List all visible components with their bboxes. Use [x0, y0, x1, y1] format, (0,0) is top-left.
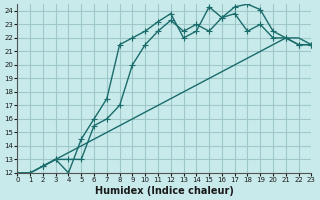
X-axis label: Humidex (Indice chaleur): Humidex (Indice chaleur): [95, 186, 234, 196]
